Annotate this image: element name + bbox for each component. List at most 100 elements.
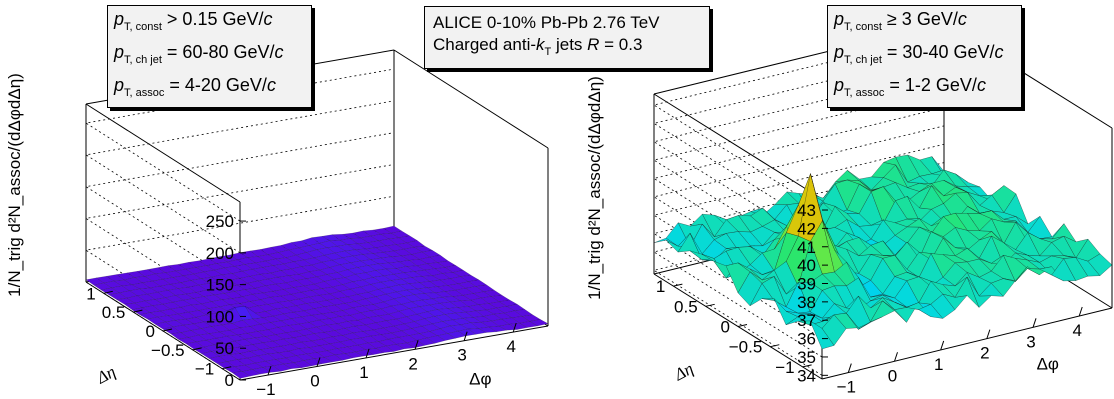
z-tick-label: 38	[797, 293, 816, 312]
grid-line	[84, 132, 395, 285]
x-tick-label: 2	[980, 344, 989, 363]
surface-cell	[514, 309, 534, 317]
surface-cell	[475, 284, 495, 292]
left-legend-line: pT, ch jet = 60-80 GeV/c	[114, 42, 284, 66]
y-tick-label: −1	[195, 360, 214, 379]
surface-cell	[483, 289, 503, 297]
box-edge	[85, 103, 241, 203]
y-tick	[162, 328, 173, 332]
z-tick-label: 200	[206, 244, 234, 263]
x-tick-label: 1	[934, 355, 943, 374]
x-tick-label: 3	[1026, 332, 1035, 351]
z-tick-label: 50	[215, 339, 234, 358]
y-tick	[673, 283, 683, 287]
z-tick-label: 43	[797, 201, 816, 220]
z-axis-label: 1/N_trig d²N_assoc/(dΔφdΔη)	[585, 76, 604, 300]
x-tick-label: 0	[888, 366, 897, 385]
grid-line	[652, 33, 945, 211]
x-tick-label: 4	[1072, 321, 1081, 340]
surface-cell	[437, 260, 457, 268]
box-edge	[653, 93, 823, 200]
x-tick-label: 2	[408, 354, 417, 373]
y-tick	[222, 366, 232, 370]
x-tick-label: 0	[310, 372, 319, 391]
y-tick-label: 0	[721, 318, 730, 337]
y-tick	[770, 344, 780, 348]
z-tick-label: 42	[797, 219, 816, 238]
y-tick-label: −1	[775, 358, 794, 377]
x-tick-label: 3	[457, 346, 466, 365]
z-tick-label: 100	[206, 307, 234, 326]
y-axis-label: Δη	[670, 359, 696, 385]
left-legend-line: pT, assoc = 4-20 GeV/c	[114, 75, 276, 99]
grid-line	[652, 162, 945, 339]
x-tick	[365, 348, 370, 359]
grid-line	[652, 198, 945, 376]
z-tick-label: 34	[797, 366, 816, 385]
right-legend-line: pT, assoc = 1-2 GeV/c	[834, 75, 986, 99]
y-tick	[737, 324, 748, 327]
surface-cell	[383, 225, 403, 234]
z-tick-label: 250	[206, 212, 234, 231]
x-tick	[940, 340, 945, 351]
y-tick-label: 1	[656, 277, 665, 296]
y-tick-label: 0.5	[674, 297, 698, 316]
surface-cell	[467, 279, 488, 287]
surface-cell	[460, 274, 480, 282]
y-tick	[133, 309, 143, 313]
x-axis-line	[239, 325, 549, 381]
surface-cell	[429, 254, 449, 263]
x-tick	[512, 322, 517, 333]
y-tick	[103, 290, 113, 294]
x-tick	[847, 363, 852, 373]
x-axis-line	[821, 307, 1113, 380]
surface-cell	[421, 250, 441, 258]
y-tick-label: 0	[146, 322, 155, 341]
grid-line	[652, 180, 945, 358]
right-legend-line: pT, const ≥ 3 GeV/c	[834, 9, 967, 33]
grid-line	[84, 100, 395, 254]
z-tick-label: 41	[797, 238, 816, 257]
x-tick-label: 4	[506, 337, 515, 356]
x-tick	[463, 331, 468, 341]
right-legend-line: pT, ch jet = 30-40 GeV/c	[834, 42, 1004, 66]
x-tick	[267, 365, 272, 376]
x-tick-label: −1	[256, 380, 275, 399]
z-tick-label: 35	[797, 348, 816, 367]
y-tick-label: 1	[86, 284, 95, 303]
x-tick-label: −1	[837, 378, 856, 397]
z-tick-label: 40	[797, 256, 816, 275]
header-box: ALICE 0-10% Pb-Pb 2.76 TeV Charged anti-…	[424, 6, 710, 69]
z-tick-label: 39	[797, 274, 816, 293]
y-tick-label: −0.5	[151, 341, 185, 360]
surface-cell	[529, 319, 549, 327]
grid-line	[652, 51, 945, 229]
left-legend-box: pT, const > 0.15 GeV/c pT, ch jet = 60-8…	[107, 5, 312, 108]
x-tick	[316, 357, 321, 367]
y-tick	[705, 303, 715, 307]
y-tick-label: 0.5	[102, 303, 126, 322]
surface-cell	[413, 245, 434, 253]
header-line-1: ALICE 0-10% Pb-Pb 2.76 TeV	[433, 13, 660, 32]
y-axis-label: Δη	[93, 362, 119, 388]
x-axis-label: Δφ	[1037, 355, 1059, 374]
z-tick-label: 150	[206, 276, 234, 295]
z-tick-label: 36	[797, 330, 816, 349]
left-legend-line: pT, const > 0.15 GeV/c	[114, 9, 273, 33]
z-tick-label: 37	[797, 311, 816, 330]
y-tick	[802, 364, 812, 368]
z-tick-label: 0	[225, 371, 234, 390]
box-edge	[393, 49, 549, 149]
x-tick	[894, 352, 898, 362]
surface-cell	[1087, 253, 1113, 277]
z-axis-label: 1/N_trig d²N_assoc/(dΔφdΔη)	[5, 73, 24, 297]
y-tick	[192, 347, 202, 351]
x-tick	[1078, 306, 1083, 317]
x-axis-label: Δφ	[469, 369, 491, 388]
header-line-2: Charged anti-kT jets R = 0.3	[433, 35, 643, 58]
x-tick	[1032, 318, 1037, 328]
y-tick-label: −0.5	[729, 338, 763, 357]
right-legend-box: pT, const ≥ 3 GeV/c pT, ch jet = 30-40 G…	[827, 5, 1022, 108]
